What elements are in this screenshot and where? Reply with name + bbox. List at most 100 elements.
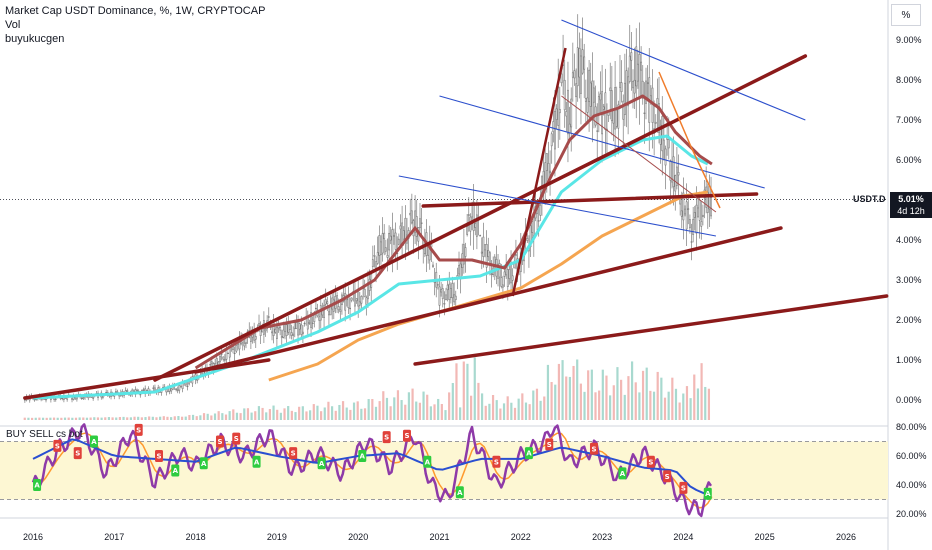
volume-bar xyxy=(576,359,579,420)
sell-signal: S xyxy=(402,429,411,442)
volume-bar xyxy=(451,383,454,420)
signal-badge xyxy=(89,435,98,448)
volume-bar xyxy=(491,394,495,420)
volume-bar xyxy=(393,397,396,420)
candle-body xyxy=(558,108,561,114)
candle-body xyxy=(344,292,347,311)
candle-body xyxy=(495,259,498,277)
volume-bar xyxy=(210,415,213,420)
candle-body xyxy=(235,344,238,352)
volume-bar xyxy=(382,391,385,420)
candle-body xyxy=(638,54,641,100)
candle-body xyxy=(102,396,104,398)
candle-body xyxy=(298,323,301,330)
price-candles xyxy=(23,14,712,403)
volume-bar xyxy=(612,385,615,420)
signal-badge xyxy=(33,479,42,491)
cyan-moving-average xyxy=(32,134,709,400)
volume-bar xyxy=(440,403,443,420)
volume-bar xyxy=(23,417,26,420)
candle-body xyxy=(689,219,691,229)
volume-bar xyxy=(422,391,425,420)
volume-bar xyxy=(528,404,531,420)
volume-bar xyxy=(257,406,261,420)
volume-bar xyxy=(550,382,553,420)
candle-body xyxy=(399,225,402,230)
candle-body xyxy=(672,156,675,188)
candle-body xyxy=(571,72,574,78)
signal-letter: S xyxy=(55,442,60,450)
volume-bar xyxy=(71,417,74,420)
candle-body xyxy=(337,306,340,311)
candle-body xyxy=(267,316,270,318)
volume-bar xyxy=(316,405,319,420)
candle-body xyxy=(589,82,592,107)
y-tick-label: 9.00% xyxy=(896,35,922,45)
volume-bar xyxy=(338,404,341,420)
buy-signal: A xyxy=(423,455,432,468)
volume-bar xyxy=(378,401,381,420)
volume-bar xyxy=(418,402,421,420)
volume-bar xyxy=(455,363,458,420)
volume-bar xyxy=(689,398,692,420)
volume-label: Vol xyxy=(5,19,21,31)
volume-bar xyxy=(352,402,356,420)
volume-bar xyxy=(107,417,111,420)
volume-bar xyxy=(34,417,37,420)
volume-bar xyxy=(345,407,348,420)
orange-moving-average xyxy=(268,190,709,382)
candle-body xyxy=(479,235,482,237)
candle-body xyxy=(358,301,361,306)
volume-bar xyxy=(700,363,703,420)
signal-badge xyxy=(703,487,712,500)
candle-body xyxy=(685,201,688,230)
volume-bar xyxy=(243,408,246,420)
volume-bar xyxy=(191,414,195,420)
candle-body xyxy=(576,47,579,87)
candle-body xyxy=(700,221,703,227)
candle-body xyxy=(350,297,353,301)
candle-body xyxy=(383,232,386,240)
volume-bar xyxy=(674,388,678,420)
candle-body xyxy=(287,323,290,333)
candle-body xyxy=(323,304,325,318)
candle-body xyxy=(415,216,418,237)
signal-badge xyxy=(663,470,672,483)
volume-bar xyxy=(565,376,568,420)
candle-body xyxy=(697,207,699,218)
candle-body xyxy=(466,226,469,235)
candle-body xyxy=(290,332,293,336)
signal-letter: A xyxy=(173,467,179,475)
candle-body xyxy=(573,70,576,79)
signal-badge xyxy=(252,455,261,468)
candle-body xyxy=(646,82,649,84)
volume-bar xyxy=(367,399,370,420)
percent-scale-button[interactable]: % xyxy=(891,4,921,26)
candle-body xyxy=(284,324,286,332)
candle-body xyxy=(443,303,446,305)
volume-bar xyxy=(235,412,239,420)
candle-body xyxy=(210,361,213,364)
volume-bar xyxy=(524,402,528,420)
signal-letter: A xyxy=(526,450,532,458)
volume-bar xyxy=(67,417,70,420)
x-tick-label: 2023 xyxy=(592,532,612,542)
signal-letter: S xyxy=(217,438,222,446)
candle-body xyxy=(669,160,672,181)
signal-badge xyxy=(618,467,627,480)
volume-bar xyxy=(568,376,571,420)
candle-body xyxy=(511,275,514,281)
candle-body xyxy=(453,294,456,303)
candle-body xyxy=(375,261,377,269)
candle-body xyxy=(363,288,366,298)
candle-body xyxy=(308,322,311,324)
volume-bar xyxy=(45,417,48,420)
volume-bar xyxy=(177,416,180,420)
signal-letter: A xyxy=(201,460,207,468)
candle-body xyxy=(467,214,470,216)
volume-bar xyxy=(404,404,407,420)
volume-bar xyxy=(202,413,206,420)
candle-body xyxy=(656,98,659,106)
volume-bar xyxy=(283,408,286,420)
